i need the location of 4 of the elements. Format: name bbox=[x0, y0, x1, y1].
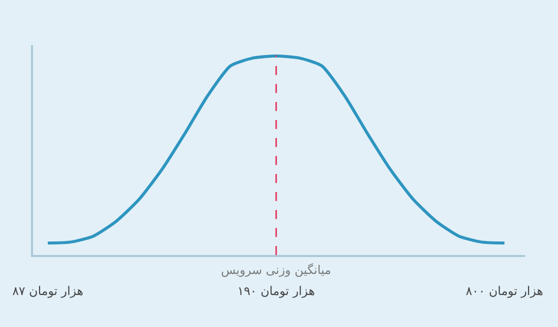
x-tick-label: ۸۷ هزار تومان bbox=[12, 284, 84, 298]
ref-line-label: میانگین وزنی سرویس bbox=[221, 263, 332, 277]
x-tick-label: ۱۹۰ هزار تومان bbox=[237, 284, 315, 298]
x-tick-label: ۸۰۰ هزار تومان bbox=[466, 284, 544, 298]
